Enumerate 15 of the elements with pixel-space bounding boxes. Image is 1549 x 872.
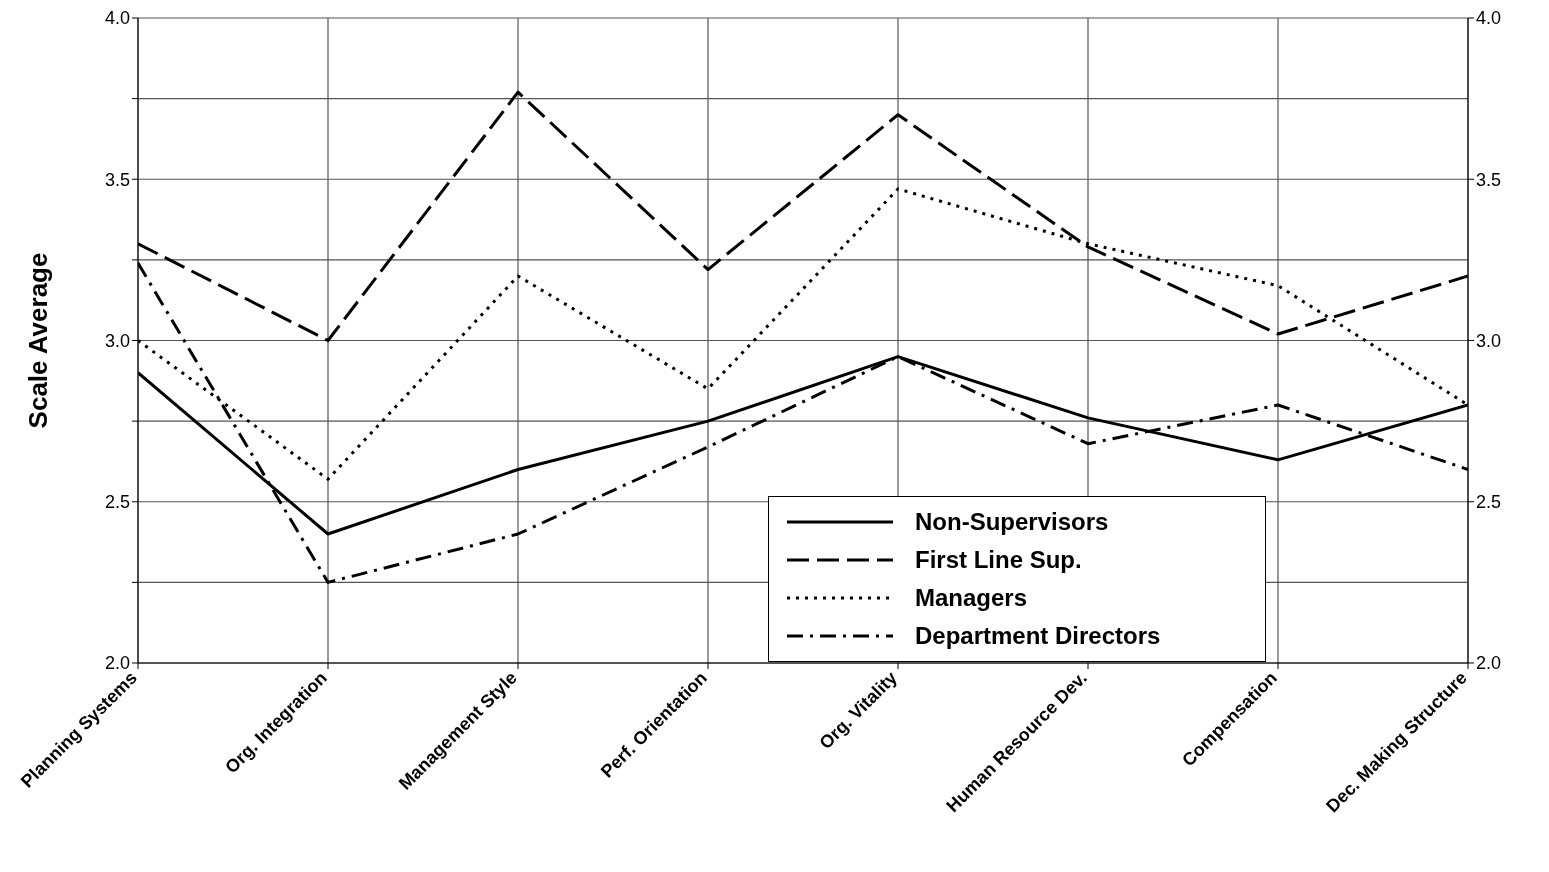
y2-tick-label: 2.5 <box>1476 492 1502 513</box>
legend-label: Managers <box>915 583 1028 613</box>
y-tick-label: 2.0 <box>104 653 130 674</box>
y2-tick-label: 4.0 <box>1476 8 1502 29</box>
y2-tick-label: 3.5 <box>1476 169 1502 190</box>
y-axis-title: Scale Average <box>23 252 54 429</box>
legend-label: Non-Supervisors <box>915 507 1109 537</box>
y-tick-label: 2.5 <box>104 492 130 513</box>
y2-tick-label: 2.0 <box>1476 653 1502 674</box>
y2-tick-label: 3.0 <box>1476 330 1502 351</box>
y-tick-label: 3.0 <box>104 330 130 351</box>
legend-label: First Line Sup. <box>915 545 1082 575</box>
legend-label: Department Directors <box>915 621 1161 651</box>
y-tick-label: 4.0 <box>104 8 130 29</box>
y-tick-label: 3.5 <box>104 169 130 190</box>
